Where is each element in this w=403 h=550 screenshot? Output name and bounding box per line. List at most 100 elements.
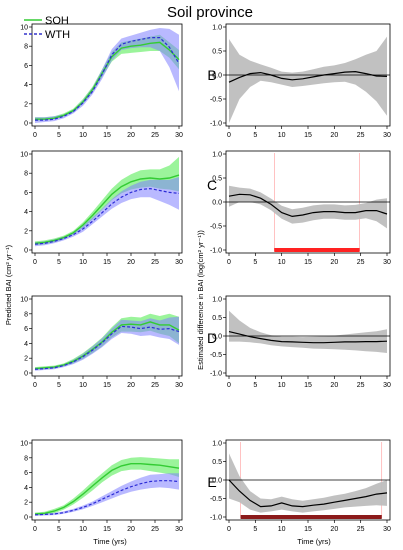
panel-c-diff-xtick-label-0: 0 [227, 259, 231, 266]
panel-a: 0 5 10 15 20 25 30 0 2 4 6 8 10 [20, 23, 183, 139]
panel-d-ytick-label-0: 0.0 [212, 334, 222, 341]
panel-a-ytick-label-8: 8 [24, 44, 28, 51]
panel-d-xtick-label-10: 10 [278, 382, 286, 389]
panel-c-ytick-label-4: 4 [24, 209, 28, 216]
panel-c-diff: 0 5 10 15 20 25 30 -1.0 -0.5 0.0 0.5 1.0 [210, 150, 391, 266]
panel-c-ytick-label-8: 8 [24, 171, 28, 178]
panel-e-bottom-xtick-label-10: 10 [79, 526, 87, 533]
panel-a-xtick-label-30: 30 [175, 132, 183, 139]
panel-c-xtick-label-30: 30 [175, 259, 183, 266]
panel-e-top-plot [34, 313, 180, 371]
legend-label-wth: WTH [45, 29, 70, 41]
panel-e-xtick-label-20: 20 [330, 526, 338, 533]
panel-e-bottom-band-wth [35, 473, 179, 516]
panel-c-diff-ytick-label-0.5: 0.5 [212, 176, 222, 183]
panel-a-xtick-label-5: 5 [57, 132, 61, 139]
panel-c-xtick-label-5: 5 [57, 259, 61, 266]
panel-a-xtick-label-15: 15 [103, 132, 111, 139]
panel-c-diff-ytick-label--0.5: -0.5 [210, 224, 222, 231]
panel-e-top: 0 5 10 15 20 25 30 0 2 4 6 8 10 [20, 295, 183, 389]
panel-label-e: E [207, 474, 216, 490]
panel-e-top-xtick-label-10: 10 [79, 382, 87, 389]
panel-c-diff-ci-band [229, 185, 387, 229]
panel-e: 0 5 10 15 20 25 30 -1.0 -0.5 0.0 0.5 1.0 [210, 439, 391, 533]
panel-e-top-ytick-label-6: 6 [24, 326, 28, 333]
panel-b-ytick-label--1: -1.0 [210, 121, 222, 128]
panel-label-b: B [207, 67, 216, 83]
panel-c-xtick-label-0: 0 [33, 259, 37, 266]
panel-e-top-band-wth [35, 316, 179, 371]
panel-e-top-ytick-label-4: 4 [24, 341, 28, 348]
panel-a-ytick-label-6: 6 [24, 63, 28, 70]
panel-e-bottom-xtick-label-20: 20 [127, 526, 135, 533]
panel-d-xtick-label-25: 25 [357, 382, 365, 389]
legend: SOH WTH [24, 15, 70, 41]
panel-e-top-xtick-label-5: 5 [57, 382, 61, 389]
panel-e-top-xtick-label-15: 15 [103, 382, 111, 389]
panel-c-diff-xtick-label-10: 10 [278, 259, 286, 266]
panel-b-ytick-label-1: 1.0 [212, 25, 222, 32]
panel-label-d: D [207, 330, 217, 346]
panel-b-xtick-label-15: 15 [304, 132, 312, 139]
panel-c-diff-ytick-label-0: 0.0 [212, 200, 222, 207]
panel-e-bottom-xtick-label-25: 25 [151, 526, 159, 533]
panel-e-bottom-plot [34, 457, 180, 516]
panel-b-xtick-label-0: 0 [227, 132, 231, 139]
panel-c-diff-xtick-label-20: 20 [330, 259, 338, 266]
panel-e-ci-band [229, 453, 387, 513]
panel-e-bottom-ytick-label-4: 4 [24, 485, 28, 492]
panel-b-xtick-label-10: 10 [278, 132, 286, 139]
panel-d-xtick-label-5: 5 [253, 382, 257, 389]
panel-d-diff-line [228, 331, 388, 344]
panel-e-bottom-ytick-label-2: 2 [24, 500, 28, 507]
panel-e-xtick-label-5: 5 [253, 526, 257, 533]
panel-b-xtick-label-25: 25 [357, 132, 365, 139]
panel-b: 0 5 10 15 20 25 30 -1.0 -0.5 0.0 0.5 1.0 [210, 23, 391, 139]
panel-e-xtick-label-10: 10 [278, 526, 286, 533]
panel-d-xtick-label-15: 15 [304, 382, 312, 389]
panel-e-xtick-label-30: 30 [383, 526, 391, 533]
panel-b-diff-line [228, 70, 388, 83]
panel-c-diff-xtick-label-15: 15 [304, 259, 312, 266]
panel-c-xtick-label-15: 15 [103, 259, 111, 266]
panel-e-bottom-band-soh [35, 457, 179, 516]
panel-c-xtick-label-20: 20 [127, 259, 135, 266]
panel-e-bottom: 0 5 10 15 20 25 30 0 2 4 6 8 10 [20, 439, 183, 533]
panel-c-ytick-label-6: 6 [24, 190, 28, 197]
panel-e-ytick-label--0.5: -0.5 [210, 496, 222, 503]
panel-e-bottom-ytick-label-10: 10 [20, 441, 28, 448]
panel-e-bottom-xtick-label-30: 30 [175, 526, 183, 533]
panel-e-bottom-ytick-label-0: 0 [24, 515, 28, 522]
panel-e-top-xtick-label-25: 25 [151, 382, 159, 389]
panel-e-ytick-label-0: 0.0 [212, 478, 222, 485]
panel-d-ytick-label-1: 1.0 [212, 297, 222, 304]
panel-e-bottom-xtick-label-15: 15 [103, 526, 111, 533]
panel-b-ci-band [229, 36, 387, 123]
panel-c-ytick-label-0: 0 [24, 248, 28, 255]
panel-b-plot [226, 36, 390, 123]
panel-e-bottom-line-soh [34, 463, 180, 515]
panel-b-ytick-label--0.5: -0.5 [210, 97, 222, 104]
panel-c-ytick-label-10: 10 [20, 152, 28, 159]
panel-d-ytick-label--1: -1.0 [210, 371, 222, 378]
panel-a-xtick-label-0: 0 [33, 132, 37, 139]
left-ylabel: Predicted BAI (cm² yr⁻¹) [4, 244, 13, 325]
left-xlabel: Time (yrs) [93, 537, 127, 546]
panel-e-top-ytick-label-8: 8 [24, 311, 28, 318]
panel-b-xtick-label-30: 30 [383, 132, 391, 139]
panel-d-xtick-label-20: 20 [330, 382, 338, 389]
panel-a-xtick-label-10: 10 [79, 132, 87, 139]
panel-b-xtick-label-20: 20 [330, 132, 338, 139]
panel-c-ytick-label-2: 2 [24, 228, 28, 235]
panel-e-top-xtick-label-30: 30 [175, 382, 183, 389]
panel-e-top-ytick-label-0: 0 [24, 371, 28, 378]
panel-b-xtick-label-5: 5 [253, 132, 257, 139]
panel-c-diff-xtick-label-5: 5 [253, 259, 257, 266]
panel-c-plot [34, 156, 180, 247]
panel-e-top-line-soh [34, 321, 180, 370]
panel-c-xtick-label-25: 25 [151, 259, 159, 266]
panel-a-ytick-label-2: 2 [24, 101, 28, 108]
panel-a-plot [35, 28, 180, 123]
panel-d-ytick-label-0.5: 0.5 [212, 315, 222, 322]
